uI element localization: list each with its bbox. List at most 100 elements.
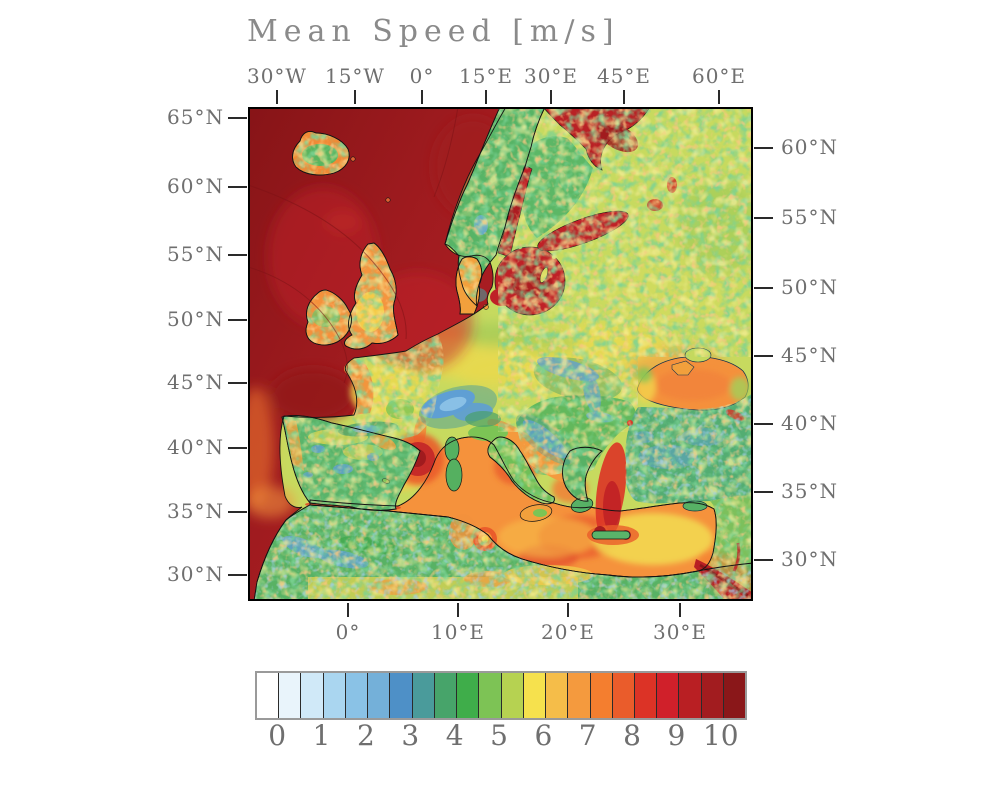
map-frame [248,107,753,601]
top-axis-tick [485,90,487,104]
right-axis-tick [754,423,773,425]
colorbar-cell [300,673,323,718]
colorbar-cell [344,673,368,718]
right-axis-tick [754,355,773,357]
colorbar-cell [522,673,546,718]
left-axis-label: 65°N [167,105,224,129]
left-axis-tick [228,117,247,119]
colorbar-cell [700,673,723,718]
colorbar-cell [322,673,345,718]
colorbar-tick-label: 9 [667,719,686,752]
right-axis-tick [754,491,773,493]
left-axis-tick [228,186,247,188]
colorbar-cell [611,673,634,718]
colorbar-cell [257,673,279,718]
left-axis-label: 55°N [167,242,224,266]
colorbar-cell [589,673,612,718]
right-axis-label: 45°N [781,343,838,367]
right-axis-label: 50°N [781,275,838,299]
bottom-axis-label: 10°E [430,620,486,644]
wind-speed-map [248,107,753,601]
colorbar-cell [656,673,679,718]
top-axis-label: 30°E [523,64,579,88]
colorbar-tick-label: 5 [490,719,508,752]
left-axis-tick [228,319,247,321]
left-axis-tick [228,511,247,513]
colorbar-cell [722,673,746,718]
bottom-axis-tick [567,603,569,617]
colorbar-tick-label: 8 [623,719,641,752]
colorbar-cell [545,673,568,718]
left-axis-label: 50°N [167,307,224,331]
right-axis-tick [754,147,773,149]
top-axis-label: 45°E [596,64,652,88]
shetland-islands [385,197,391,203]
top-axis-tick [276,90,278,104]
left-axis-label: 40°N [167,435,224,459]
colorbar-cell [389,673,412,718]
colorbar-tick-label: 1 [312,719,331,752]
bottom-axis-label: 20°E [540,620,596,644]
sardinia [445,458,463,492]
colorbar-tick-label: 6 [534,719,553,752]
top-axis-label: 15°W [324,64,385,88]
plot-title: Mean Speed [m/s] [247,14,620,49]
top-axis-tick [421,90,423,104]
right-axis-label: 40°N [781,411,838,435]
black-sea-tones [636,367,750,403]
colorbar-cell [678,673,701,718]
right-axis-label: 35°N [781,479,838,503]
colorbar-cell [567,673,590,718]
sicily-interior [533,509,547,517]
colorbar-cell [367,673,390,718]
colorbar-cell [433,673,457,718]
corsica [444,436,460,462]
bottom-axis-tick [347,603,349,617]
right-axis-tick [754,217,773,219]
colorbar-cell [411,673,434,718]
top-axis-tick [718,90,720,104]
left-axis-label: 30°N [167,562,224,586]
crete [591,530,631,540]
bottom-axis-label: 0° [335,620,361,644]
bottom-axis-tick [457,603,459,617]
left-axis-tick [228,574,247,576]
right-axis-label: 55°N [781,205,838,229]
colorbar-tick-label: 3 [401,719,420,752]
colorbar-cell [456,673,479,718]
top-axis-tick [550,90,552,104]
right-axis-label: 30°N [781,547,838,571]
colorbar-cell [633,673,657,718]
top-axis-label: 60°E [691,64,747,88]
colorbar-tick-label: 2 [356,719,375,752]
ocean-tonal-blobs [248,117,513,518]
bottom-axis-label: 30°E [652,620,708,644]
colorbar-cell [500,673,523,718]
top-axis-label: 0° [409,64,435,88]
right-axis-tick [754,287,773,289]
aegean-jet [587,420,639,545]
colorbar-cell [278,673,301,718]
bottom-axis-tick [679,603,681,617]
right-axis-tick [754,559,773,561]
colorbar-tick-label: 7 [578,719,597,752]
left-axis-label: 35°N [167,499,224,523]
colorbar-tick-label: 4 [445,719,464,752]
right-axis-label: 60°N [781,135,838,159]
top-axis-tick [354,90,356,104]
left-axis-tick [228,382,247,384]
faroe-islands [350,156,356,162]
left-axis-tick [228,447,247,449]
colorbar-cell [478,673,501,718]
colorbar [255,671,747,720]
ocean-contours [248,107,459,384]
left-axis-label: 45°N [167,370,224,394]
top-axis-label: 15°E [458,64,514,88]
top-axis-tick [623,90,625,104]
colorbar-tick-label: 10 [702,719,739,752]
top-axis-label: 30°W [246,64,307,88]
colorbar-tick-label: 0 [268,719,287,752]
left-axis-label: 60°N [167,174,224,198]
left-axis-tick [228,254,247,256]
